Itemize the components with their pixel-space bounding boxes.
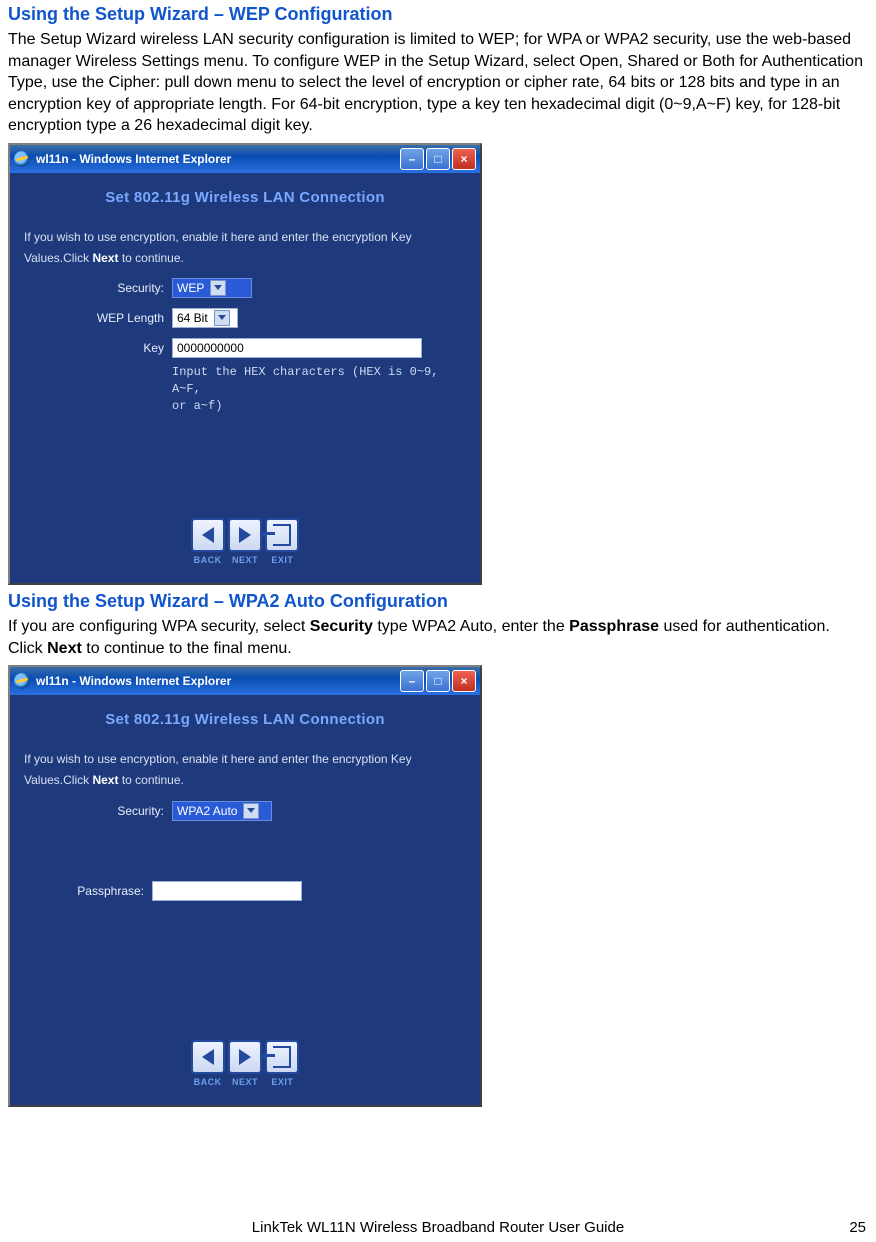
titlebar: wl11n - Windows Internet Explorer – □ × bbox=[10, 145, 480, 173]
wep-length-select[interactable]: 64 Bit bbox=[172, 308, 238, 328]
panel-desc-line1: If you wish to use encryption, enable it… bbox=[24, 750, 466, 769]
titlebar: wl11n - Windows Internet Explorer – □ × bbox=[10, 667, 480, 695]
exit-button[interactable]: EXIT bbox=[265, 1040, 299, 1087]
desc-pre: Values.Click bbox=[24, 773, 92, 787]
security-label: Security: bbox=[24, 804, 172, 818]
security-label: Security: bbox=[24, 281, 172, 295]
close-button[interactable]: × bbox=[452, 670, 476, 692]
next-caption: NEXT bbox=[228, 1077, 262, 1087]
security-value: WEP bbox=[177, 281, 204, 295]
desc-pre: Values.Click bbox=[24, 251, 92, 265]
wep-length-label: WEP Length bbox=[24, 311, 172, 325]
ie-icon bbox=[14, 151, 30, 167]
window-title: wl11n - Windows Internet Explorer bbox=[36, 674, 231, 688]
wizard-panel: Set 802.11g Wireless LAN Connection If y… bbox=[10, 695, 480, 1105]
ie-icon bbox=[14, 673, 30, 689]
wizard-nav: BACK NEXT EXIT bbox=[10, 518, 480, 565]
arrow-right-icon bbox=[239, 1049, 251, 1065]
desc-post: to continue. bbox=[118, 251, 183, 265]
screenshot-wpa2-window: wl11n - Windows Internet Explorer – □ × … bbox=[8, 665, 482, 1107]
next-button[interactable]: NEXT bbox=[228, 1040, 262, 1087]
screenshot-wep-window: wl11n - Windows Internet Explorer – □ × … bbox=[8, 143, 482, 585]
key-input[interactable] bbox=[172, 338, 422, 358]
minimize-button[interactable]: – bbox=[400, 670, 424, 692]
p2-post: to continue to the final menu. bbox=[82, 640, 292, 657]
arrow-left-icon bbox=[202, 1049, 214, 1065]
key-hint-line2: or a~f) bbox=[172, 398, 466, 415]
next-button[interactable]: NEXT bbox=[228, 518, 262, 565]
page-number: 25 bbox=[849, 1219, 866, 1236]
p2-b2: Passphrase bbox=[569, 618, 659, 635]
security-value: WPA2 Auto bbox=[177, 804, 237, 818]
desc-post: to continue. bbox=[118, 773, 183, 787]
chevron-down-icon bbox=[214, 310, 230, 326]
panel-title: Set 802.11g Wireless LAN Connection bbox=[24, 711, 466, 728]
security-select[interactable]: WEP bbox=[172, 278, 252, 298]
panel-desc-line2: Values.Click Next to continue. bbox=[24, 249, 466, 268]
back-button[interactable]: BACK bbox=[191, 518, 225, 565]
arrow-left-icon bbox=[202, 527, 214, 543]
exit-button[interactable]: EXIT bbox=[265, 518, 299, 565]
chevron-down-icon bbox=[210, 280, 226, 296]
back-caption: BACK bbox=[191, 555, 225, 565]
back-button[interactable]: BACK bbox=[191, 1040, 225, 1087]
passphrase-label: Passphrase: bbox=[24, 884, 152, 898]
desc-bold: Next bbox=[92, 251, 118, 265]
arrow-right-icon bbox=[239, 527, 251, 543]
p2-mid1: type WPA2 Auto, enter the bbox=[373, 618, 569, 635]
passphrase-input[interactable] bbox=[152, 881, 302, 901]
panel-title: Set 802.11g Wireless LAN Connection bbox=[24, 189, 466, 206]
close-button[interactable]: × bbox=[452, 148, 476, 170]
panel-desc-line2: Values.Click Next to continue. bbox=[24, 771, 466, 790]
window-title: wl11n - Windows Internet Explorer bbox=[36, 152, 231, 166]
paragraph-wpa2: If you are configuring WPA security, sel… bbox=[8, 616, 868, 659]
next-caption: NEXT bbox=[228, 555, 262, 565]
exit-icon bbox=[273, 1046, 291, 1068]
security-select[interactable]: WPA2 Auto bbox=[172, 801, 272, 821]
exit-icon bbox=[273, 524, 291, 546]
desc-bold: Next bbox=[92, 773, 118, 787]
heading-wpa2: Using the Setup Wizard – WPA2 Auto Confi… bbox=[8, 591, 868, 612]
paragraph-wep: The Setup Wizard wireless LAN security c… bbox=[8, 29, 868, 137]
heading-wep: Using the Setup Wizard – WEP Configurati… bbox=[8, 4, 868, 25]
wizard-panel: Set 802.11g Wireless LAN Connection If y… bbox=[10, 173, 480, 583]
wizard-nav: BACK NEXT EXIT bbox=[10, 1040, 480, 1087]
wep-length-value: 64 Bit bbox=[177, 311, 208, 325]
key-label: Key bbox=[24, 341, 172, 355]
chevron-down-icon bbox=[243, 803, 259, 819]
p2-pre: If you are configuring WPA security, sel… bbox=[8, 618, 310, 635]
exit-caption: EXIT bbox=[265, 1077, 299, 1087]
back-caption: BACK bbox=[191, 1077, 225, 1087]
maximize-button[interactable]: □ bbox=[426, 148, 450, 170]
exit-caption: EXIT bbox=[265, 555, 299, 565]
panel-desc-line1: If you wish to use encryption, enable it… bbox=[24, 228, 466, 247]
p2-b1: Security bbox=[310, 618, 373, 635]
footer-text: LinkTek WL11N Wireless Broadband Router … bbox=[252, 1219, 624, 1236]
minimize-button[interactable]: – bbox=[400, 148, 424, 170]
key-hint-line1: Input the HEX characters (HEX is 0~9, A~… bbox=[172, 364, 466, 398]
page-footer: LinkTek WL11N Wireless Broadband Router … bbox=[0, 1219, 876, 1236]
p2-b3: Next bbox=[47, 640, 82, 657]
maximize-button[interactable]: □ bbox=[426, 670, 450, 692]
